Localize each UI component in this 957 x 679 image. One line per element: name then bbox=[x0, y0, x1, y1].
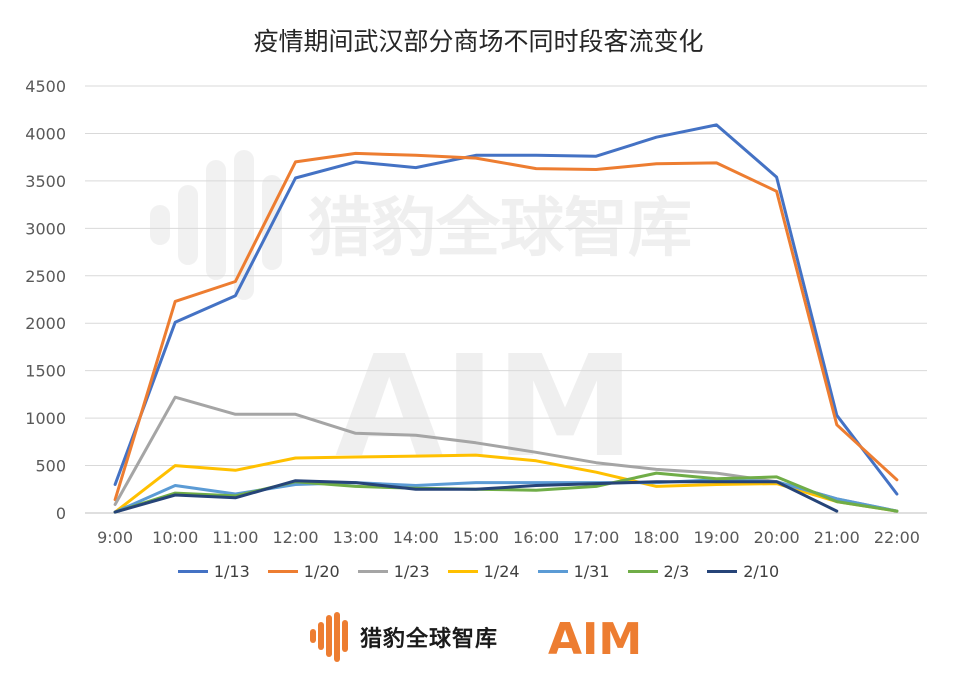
legend: 1/13 1/20 1/23 1/24 1/31 2/3 2/10 bbox=[0, 562, 957, 581]
legend-item: 1/23 bbox=[357, 562, 430, 581]
x-tick-label: 11:00 bbox=[212, 528, 258, 547]
x-tick-label: 17:00 bbox=[573, 528, 619, 547]
y-tick-label: 3500 bbox=[25, 172, 66, 191]
y-tick-label: 4500 bbox=[25, 77, 66, 96]
legend-swatch bbox=[177, 570, 208, 573]
watermark-brand-text: 猎豹全球智库 bbox=[308, 192, 692, 266]
legend-label: 1/23 bbox=[393, 562, 430, 581]
legend-item: 2/3 bbox=[627, 562, 690, 581]
series-line-1-13 bbox=[113, 123, 899, 496]
legend-label: 2/10 bbox=[743, 562, 780, 581]
series-line-2-10 bbox=[113, 479, 839, 514]
legend-item: 1/13 bbox=[177, 562, 250, 581]
legend-label: 1/31 bbox=[573, 562, 610, 581]
x-tick-label: 16:00 bbox=[513, 528, 559, 547]
watermark-aim-text: AIM bbox=[335, 326, 635, 489]
legend-label: 1/20 bbox=[303, 562, 340, 581]
y-tick-label: 1000 bbox=[25, 409, 66, 428]
legend-label: 2/3 bbox=[663, 562, 690, 581]
series-line-1-24 bbox=[113, 453, 899, 514]
series-lines bbox=[113, 123, 899, 514]
aim-logo: AIM bbox=[548, 614, 642, 662]
legend-item: 1/31 bbox=[537, 562, 610, 581]
x-tick-label: 12:00 bbox=[272, 528, 318, 547]
legend-swatch bbox=[447, 570, 478, 573]
legend-swatch bbox=[537, 570, 568, 573]
gridlines bbox=[85, 85, 927, 514]
x-tick-label: 18:00 bbox=[633, 528, 679, 547]
series-line-1-20 bbox=[113, 151, 899, 502]
footer: 猎豹全球智库 AIM bbox=[0, 608, 957, 668]
legend-item: 1/24 bbox=[447, 562, 520, 581]
y-axis: 0 500 1000 1500 2000 2500 3000 3500 4000 4500 bbox=[25, 77, 66, 523]
y-tick-label: 4000 bbox=[25, 124, 66, 143]
x-tick-label: 10:00 bbox=[152, 528, 198, 547]
x-tick-label: 15:00 bbox=[453, 528, 499, 547]
y-tick-label: 500 bbox=[35, 457, 66, 476]
legend-swatch bbox=[357, 570, 388, 573]
legend-item: 2/10 bbox=[707, 562, 779, 581]
legend-label: 1/24 bbox=[483, 562, 520, 581]
x-tick-label: 21:00 bbox=[814, 528, 860, 547]
x-tick-label: 20:00 bbox=[754, 528, 800, 547]
legend-item: 1/20 bbox=[267, 562, 340, 581]
y-tick-label: 3000 bbox=[25, 219, 66, 238]
y-tick-label: 2500 bbox=[25, 267, 66, 286]
legend-swatch bbox=[267, 570, 298, 573]
watermark: 猎豹全球智库 AIM bbox=[150, 150, 692, 489]
legend-swatch bbox=[707, 570, 738, 573]
x-tick-label: 19:00 bbox=[693, 528, 739, 547]
legend-label: 1/13 bbox=[213, 562, 250, 581]
aim-logo-text: AIM bbox=[548, 614, 642, 662]
x-tick-label: 13:00 bbox=[333, 528, 379, 547]
chart-title: 疫情期间武汉部分商场不同时段客流变化 bbox=[253, 27, 704, 56]
x-axis: 9:00 10:00 11:00 12:00 13:00 14:00 15:00 16:00 1… bbox=[97, 528, 920, 547]
brand-logo-icon bbox=[310, 612, 348, 662]
y-tick-label: 2000 bbox=[25, 314, 66, 333]
y-tick-label: 1500 bbox=[25, 362, 66, 381]
footer-brand-name: 猎豹全球智库 bbox=[360, 627, 499, 652]
x-tick-label: 14:00 bbox=[393, 528, 439, 547]
x-tick-label: 22:00 bbox=[874, 528, 920, 547]
legend-swatch bbox=[627, 570, 658, 573]
x-tick-label: 9:00 bbox=[97, 528, 133, 547]
footer-brand: 猎豹全球智库 bbox=[310, 612, 498, 662]
y-tick-label: 0 bbox=[56, 504, 66, 523]
